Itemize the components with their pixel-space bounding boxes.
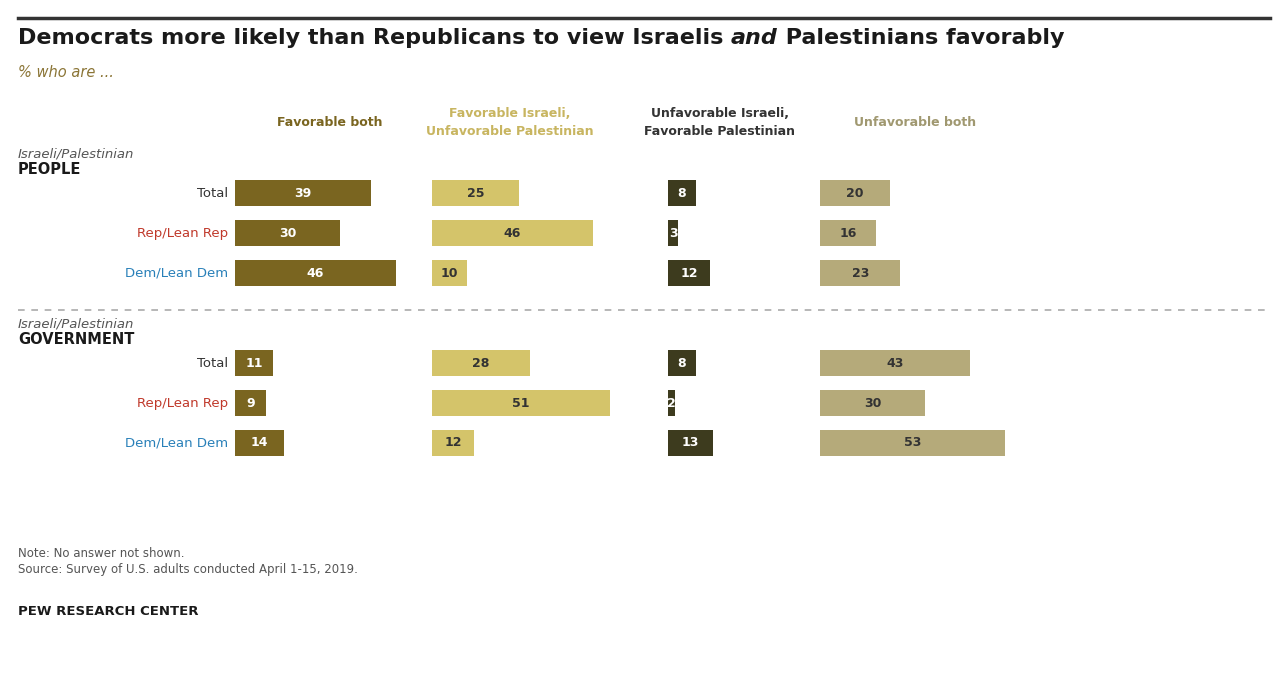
Text: 23: 23	[851, 266, 869, 280]
Text: 8: 8	[677, 357, 687, 369]
Text: Israeli/Palestinian: Israeli/Palestinian	[18, 317, 134, 330]
Bar	[431, 390, 611, 416]
Bar	[820, 260, 900, 286]
Text: Israeli/Palestinian: Israeli/Palestinian	[18, 147, 134, 160]
Text: 30: 30	[278, 226, 296, 239]
Text: 30: 30	[864, 396, 881, 409]
Bar	[234, 180, 371, 206]
Text: GOVERNMENT: GOVERNMENT	[18, 332, 134, 347]
Text: 25: 25	[468, 187, 484, 199]
Text: Palestinians favorably: Palestinians favorably	[778, 28, 1064, 48]
Text: Total: Total	[197, 187, 228, 199]
Bar	[668, 390, 675, 416]
Text: 3: 3	[668, 226, 677, 239]
Text: 11: 11	[246, 357, 263, 369]
Bar	[668, 220, 679, 246]
Text: PEW RESEARCH CENTER: PEW RESEARCH CENTER	[18, 605, 198, 618]
Text: 16: 16	[840, 226, 857, 239]
Bar	[668, 260, 710, 286]
Text: Unfavorable Palestinian: Unfavorable Palestinian	[426, 125, 594, 138]
Text: 14: 14	[251, 437, 268, 450]
Text: Source: Survey of U.S. adults conducted April 1-15, 2019.: Source: Survey of U.S. adults conducted …	[18, 563, 358, 576]
Text: Total: Total	[197, 357, 228, 369]
Text: Note: No answer not shown.: Note: No answer not shown.	[18, 547, 184, 560]
Text: 10: 10	[440, 266, 459, 280]
Bar	[431, 220, 592, 246]
Bar	[431, 180, 519, 206]
Bar	[234, 430, 283, 456]
Text: 46: 46	[307, 266, 325, 280]
Text: 8: 8	[677, 187, 687, 199]
Bar	[820, 350, 970, 376]
Text: Rep/Lean Rep: Rep/Lean Rep	[137, 226, 228, 239]
Text: Favorable Israeli,: Favorable Israeli,	[450, 107, 571, 120]
Bar	[820, 430, 1006, 456]
Text: Unfavorable Israeli,: Unfavorable Israeli,	[650, 107, 790, 120]
Text: % who are ...: % who are ...	[18, 65, 113, 80]
Bar	[668, 430, 714, 456]
Text: Dem/Lean Dem: Dem/Lean Dem	[125, 437, 228, 450]
Bar	[820, 390, 925, 416]
Bar	[668, 180, 696, 206]
Text: 43: 43	[886, 357, 904, 369]
Text: 39: 39	[295, 187, 312, 199]
Text: 53: 53	[904, 437, 921, 450]
Text: Unfavorable both: Unfavorable both	[854, 116, 976, 129]
Text: Democrats more likely than Republicans to view Israelis: Democrats more likely than Republicans t…	[18, 28, 732, 48]
Bar	[234, 220, 340, 246]
Text: 51: 51	[513, 396, 529, 409]
Bar	[234, 260, 395, 286]
Text: Dem/Lean Dem: Dem/Lean Dem	[125, 266, 228, 280]
Bar	[668, 350, 696, 376]
Bar	[431, 260, 468, 286]
Text: 20: 20	[846, 187, 864, 199]
Bar	[431, 350, 529, 376]
Bar	[431, 430, 474, 456]
Text: Favorable both: Favorable both	[277, 116, 383, 129]
Text: Rep/Lean Rep: Rep/Lean Rep	[137, 396, 228, 409]
Text: 12: 12	[680, 266, 698, 280]
Bar	[234, 350, 273, 376]
Text: 46: 46	[504, 226, 522, 239]
Bar	[820, 180, 890, 206]
Bar	[234, 390, 267, 416]
Text: Favorable Palestinian: Favorable Palestinian	[644, 125, 796, 138]
Text: 12: 12	[444, 437, 462, 450]
Text: 13: 13	[683, 437, 699, 450]
Text: and: and	[732, 28, 778, 48]
Bar	[820, 220, 876, 246]
Text: 2: 2	[667, 396, 676, 409]
Text: PEOPLE: PEOPLE	[18, 162, 81, 177]
Text: 9: 9	[246, 396, 255, 409]
Text: 28: 28	[473, 357, 489, 369]
